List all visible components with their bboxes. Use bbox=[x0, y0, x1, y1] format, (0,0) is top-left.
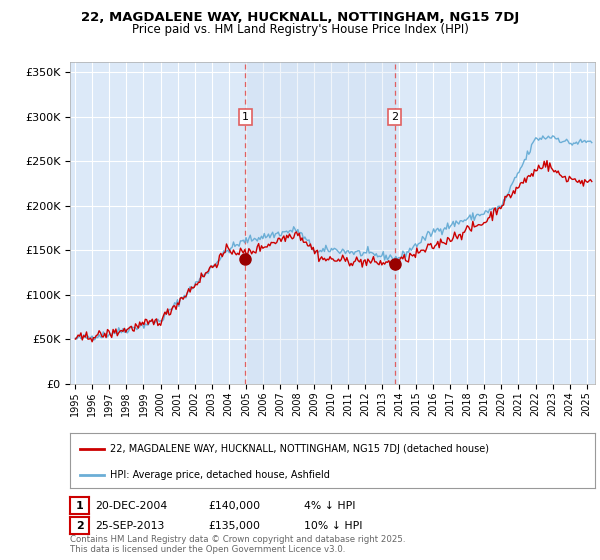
Bar bbox=[245, 62, 395, 384]
Text: Contains HM Land Registry data © Crown copyright and database right 2025.
This d: Contains HM Land Registry data © Crown c… bbox=[70, 535, 406, 554]
Text: 2: 2 bbox=[391, 112, 398, 122]
Text: £135,000: £135,000 bbox=[208, 521, 260, 531]
Text: Price paid vs. HM Land Registry's House Price Index (HPI): Price paid vs. HM Land Registry's House … bbox=[131, 23, 469, 36]
Text: HPI: Average price, detached house, Ashfield: HPI: Average price, detached house, Ashf… bbox=[110, 470, 329, 479]
Text: 1: 1 bbox=[76, 501, 83, 511]
Text: 1: 1 bbox=[242, 112, 249, 122]
Text: 4% ↓ HPI: 4% ↓ HPI bbox=[304, 501, 356, 511]
Text: £140,000: £140,000 bbox=[208, 501, 260, 511]
Text: 22, MAGDALENE WAY, HUCKNALL, NOTTINGHAM, NG15 7DJ: 22, MAGDALENE WAY, HUCKNALL, NOTTINGHAM,… bbox=[81, 11, 519, 24]
Text: 25-SEP-2013: 25-SEP-2013 bbox=[95, 521, 165, 531]
Text: 2: 2 bbox=[76, 521, 83, 531]
Text: 10% ↓ HPI: 10% ↓ HPI bbox=[304, 521, 362, 531]
Text: 22, MAGDALENE WAY, HUCKNALL, NOTTINGHAM, NG15 7DJ (detached house): 22, MAGDALENE WAY, HUCKNALL, NOTTINGHAM,… bbox=[110, 444, 488, 454]
Text: 20-DEC-2004: 20-DEC-2004 bbox=[95, 501, 167, 511]
